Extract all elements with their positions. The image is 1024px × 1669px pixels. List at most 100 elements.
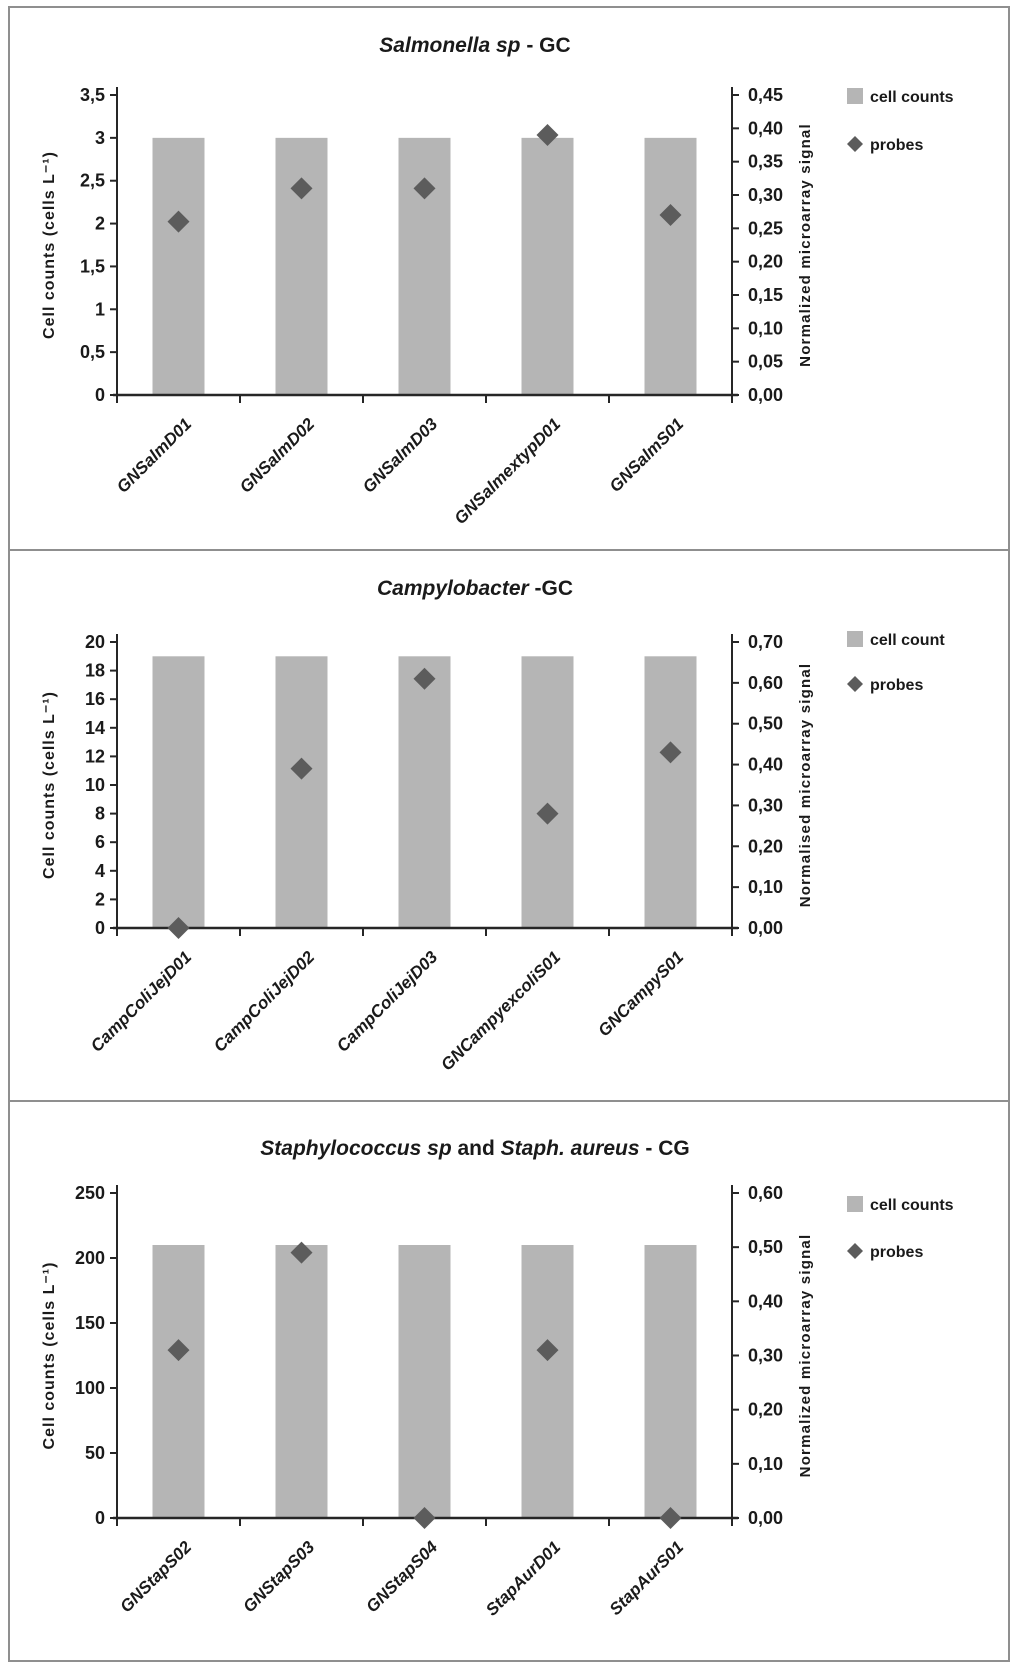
right-axis-tick-label: 0,30 [748,795,783,815]
chart-panel-campylobacter: Campylobacter -GC 20 18 16 14 12 10 8 6 4 2 0 0,70 0,… [8,549,1010,1102]
probe-marker [290,177,313,200]
x-category-label: CampColiJejD02 [210,947,319,1056]
chart-title-part: Salmonella sp [379,34,520,57]
left-axis-tick-label: 1,5 [80,256,105,276]
x-category-label: GNStapS03 [239,1537,318,1616]
bar-cell-counts [398,1245,451,1518]
left-axis-tick-label: 14 [85,718,105,738]
right-axis-tick-label: 0,30 [748,185,783,205]
bar-cell-counts [644,656,697,928]
staphylococcus-combo-chart: Staphylococcus sp and Staph. aureus - CG… [41,1137,954,1620]
left-axis-tick-label: 10 [85,775,105,795]
right-axis-tick-label: 0,70 [748,632,783,652]
right-axis-tick-label: 0,60 [748,1183,783,1203]
right-axis-tick-label: 0,15 [748,285,783,305]
legend-diamond-icon [847,676,863,692]
x-category-label: StapAurS01 [606,1537,688,1619]
probe-marker [290,1241,313,1264]
left-axis-tick-label: 0 [95,918,105,938]
x-category-label: StapAurD01 [482,1537,564,1619]
left-axis-tick-label: 6 [95,832,105,852]
probe-marker [536,124,559,146]
left-axis-tick-label: 8 [95,804,105,824]
left-axis-tick-label: 250 [75,1183,105,1203]
left-axis-tick-label: 20 [85,632,105,652]
right-axis-tick-label: 0,45 [748,85,783,105]
left-axis-tick-label: 150 [75,1313,105,1333]
probe-marker [659,1507,682,1529]
x-category-label: CampColiJejD01 [87,947,195,1055]
x-category-label: GNSalmextypD01 [451,414,565,528]
left-axis-tick-label: 200 [75,1248,105,1268]
chart-title-part: - CG [640,1137,690,1160]
probe-marker [290,757,313,780]
chart-title-part: Staph. aureus [501,1137,640,1160]
right-axis-tick-label: 0,10 [748,877,783,897]
bar-cell-counts [521,137,574,395]
bar-cell-counts [398,137,451,395]
right-axis-tick-label: 0,35 [748,152,783,172]
x-category-label: GNCampyexcoliS01 [437,947,564,1074]
left-axis-tick-label: 2 [95,889,105,909]
chart-title: Salmonella sp - GC [379,34,570,57]
chart-panel-salmonella: Salmonella sp - GC 3,5 3 2,5 2 1,5 1 0,5 0 0,45 0,… [8,6,1010,551]
left-axis-tick-label: 3,5 [80,85,105,105]
left-axis-tick-label: 16 [85,689,105,709]
left-axis-tick-label: 0 [95,1508,105,1528]
probe-marker [659,741,682,764]
legend-diamond-icon [847,1243,863,1259]
legend-label: probes [870,1244,923,1261]
right-axis-tick-label: 0,30 [748,1346,783,1366]
legend-label: cell counts [870,89,954,106]
x-category-label: GNCampyS01 [594,947,687,1040]
right-axis-tick-label: 0,50 [748,714,783,734]
x-category-label: GNSalmD03 [359,414,442,497]
bar-cell-counts [275,656,328,928]
legend-square-icon [847,631,863,647]
chart-title: Staphylococcus sp and Staph. aureus - CG [260,1137,689,1160]
right-axis-tick-label: 0,20 [748,1400,783,1420]
right-axis-tick-label: 0,40 [748,1291,783,1311]
bar-cell-counts [398,656,451,928]
bar-cell-counts [521,656,574,928]
right-axis-tick-label: 0,40 [748,755,783,775]
bar-cell-counts [644,1245,697,1518]
x-category-label: GNSalmD01 [113,414,195,496]
right-axis-title: Normalised microarray signal [797,663,814,908]
right-axis-tick-label: 0,00 [748,918,783,938]
right-axis-tick-label: 0,10 [748,1454,783,1474]
legend-square-icon [847,88,863,104]
x-category-label: GNSalmS01 [606,414,688,496]
probe-marker [167,1339,190,1362]
probe-marker [167,210,190,233]
bar-cell-counts [275,137,328,395]
chart-panel-staphylococcus: Staphylococcus sp and Staph. aureus - CG… [8,1100,1010,1662]
probe-marker [413,667,436,690]
chart-title-part: Campylobacter [377,577,531,600]
left-axis-tick-label: 3 [95,128,105,148]
left-axis-title: Cell counts (cells L⁻¹) [41,691,58,879]
salmonella-combo-chart: Salmonella sp - GC 3,5 3 2,5 2 1,5 1 0,5 0 0,45 0,… [41,34,954,528]
right-axis-tick-label: 0,25 [748,218,783,238]
right-axis-title: Normalized microarray signal [797,1234,814,1478]
left-axis-tick-label: 2 [95,214,105,234]
x-category-label: GNStapS04 [362,1537,441,1616]
legend-label: probes [870,137,923,154]
probe-marker [659,204,682,226]
left-axis-tick-label: 1 [95,299,105,319]
probe-marker [167,917,190,939]
left-axis-tick-label: 0,5 [80,342,105,362]
left-axis-tick-label: 12 [85,746,105,766]
legend-square-icon [847,1196,863,1212]
right-axis-tick-label: 0,10 [748,318,783,338]
right-axis-tick-label: 0,20 [748,252,783,272]
right-axis-tick-label: 0,40 [748,118,783,138]
legend-label: cell count [870,632,945,649]
legend-diamond-icon [847,136,863,152]
left-axis-title: Cell counts (cells L⁻¹) [41,1262,58,1450]
x-category-label: CampColiJejD03 [333,947,442,1056]
left-axis-tick-label: 100 [75,1378,105,1398]
probe-marker [413,177,436,200]
left-axis-title: Cell counts (cells L⁻¹) [41,151,58,339]
